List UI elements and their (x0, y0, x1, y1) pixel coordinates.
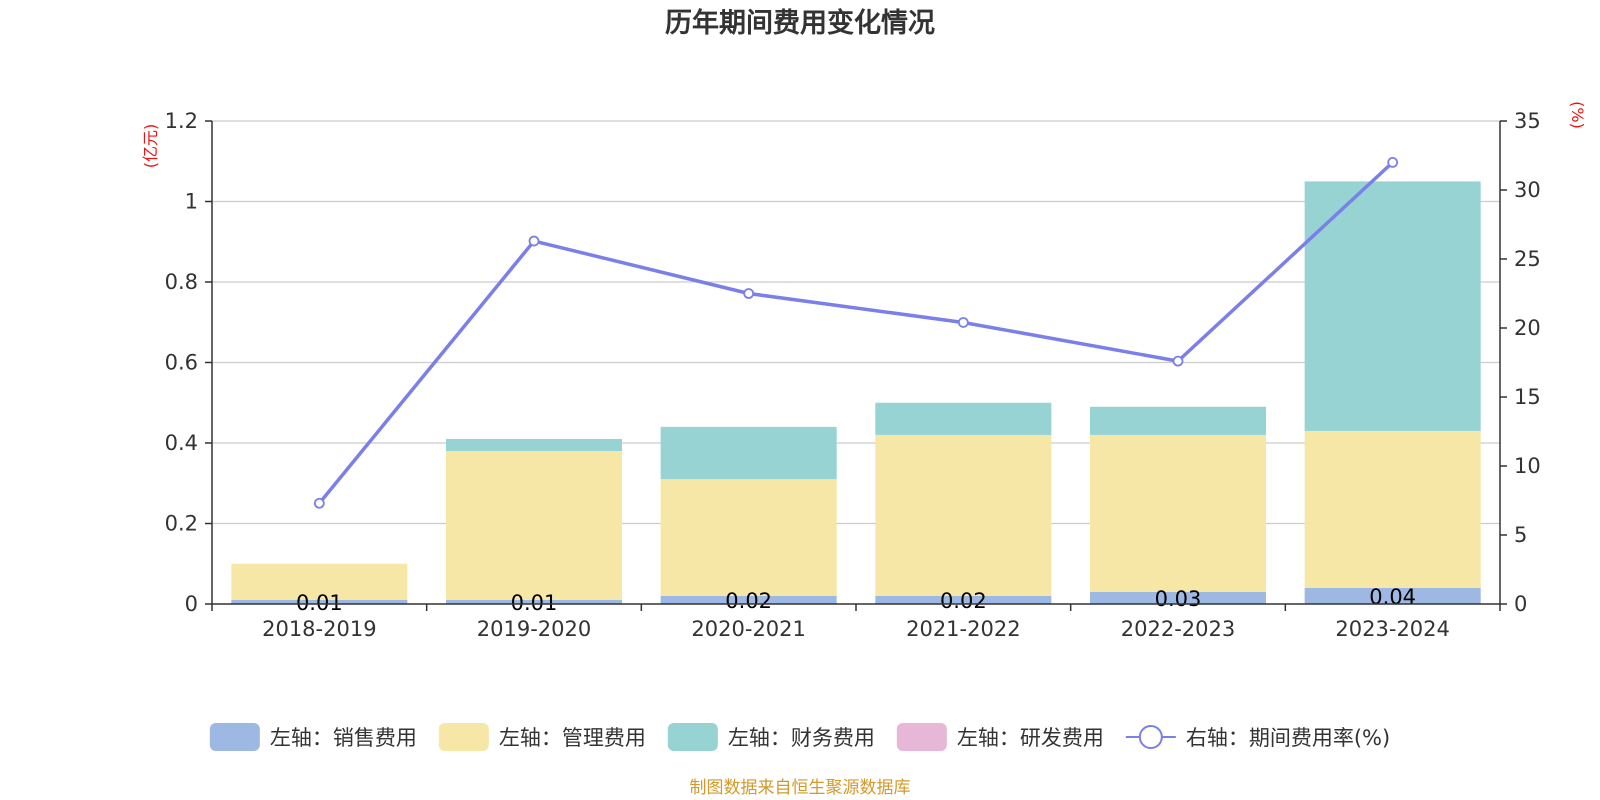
left-tick-label-3: 0.6 (165, 351, 198, 375)
x-tick-label-3: 2021-2022 (906, 617, 1020, 641)
rate-point-1 (528, 235, 540, 247)
legend-marker-swatch (1138, 725, 1163, 749)
legend-label-0: 左轴：销售费用 (270, 726, 417, 750)
bar-data-label-2: 0.02 (725, 589, 772, 613)
bar-s1-0 (231, 563, 408, 600)
x-tick-label-1: 2019-2020 (477, 617, 591, 641)
left-tick-label-4: 0.8 (165, 270, 198, 294)
legend-label-2: 左轴：财务费用 (728, 726, 875, 750)
rate-point-0 (313, 497, 325, 509)
left-tick-label-2: 0.4 (165, 431, 198, 455)
right-tick-label-3: 15 (1514, 385, 1541, 409)
bar-s0-0 (231, 599, 408, 604)
right-tick-label-5: 25 (1514, 247, 1541, 271)
legend-item-0[interactable]: 左轴：销售费用 (209, 723, 417, 751)
legend-item-3[interactable]: 左轴：研发费用 (896, 723, 1104, 751)
right-tick-label-6: 30 (1514, 178, 1541, 202)
bar-s0-1 (445, 599, 623, 604)
rate-point-4 (1172, 355, 1184, 367)
legend-swatch-1 (438, 723, 489, 751)
bar-s1-1 (445, 451, 623, 600)
data-source-note: 制图数据来自恒生聚源数据库 (690, 778, 911, 798)
rate-line (317, 161, 1394, 505)
bar-s2-2 (660, 426, 837, 480)
left-tick-label-6: 1.2 (165, 109, 198, 133)
rate-point-3 (957, 317, 969, 328)
rate-line-series (313, 156, 1399, 509)
legend-swatch-3 (896, 723, 947, 751)
bar-s1-5 (1304, 430, 1481, 588)
legend-swatch-2 (667, 723, 718, 751)
right-tick-label-1: 5 (1514, 523, 1527, 547)
bar-data-label-3: 0.02 (940, 589, 987, 613)
right-axis-unit-label: (%) (1568, 101, 1587, 129)
bar-s0-5 (1304, 587, 1481, 604)
right-tick-label-4: 20 (1514, 316, 1541, 340)
x-tick-label-2: 2020-2021 (691, 617, 805, 641)
x-tick-label-4: 2022-2023 (1121, 617, 1235, 641)
bar-data-label-1: 0.01 (511, 591, 558, 615)
bar-s0-2 (660, 595, 837, 604)
legend-label-1: 左轴：管理费用 (499, 726, 646, 750)
bar-s2-3 (875, 402, 1052, 435)
bar-s2-1 (445, 438, 623, 452)
legend-swatch-0 (209, 723, 260, 751)
legend-item-1[interactable]: 左轴：管理费用 (438, 723, 646, 751)
legend-label-4: 右轴：期间费用率(%) (1186, 726, 1390, 750)
bar-s2-5 (1304, 181, 1481, 431)
rate-point-2 (743, 288, 755, 299)
bar-s1-4 (1089, 434, 1267, 592)
right-tick-label-0: 0 (1514, 592, 1527, 616)
bar-data-label-0: 0.01 (296, 591, 343, 615)
x-tick-label-0: 2018-2019 (262, 617, 376, 641)
legend: 左轴：销售费用 左轴：管理费用 左轴：财务费用 左轴：研发费用 右轴：期间费用率(%) (209, 723, 1390, 751)
bar-s0-3 (875, 595, 1052, 604)
axes: 0 0.2 0.4 0.6 0.8 1 1.2 0 5 10 15 20 25 30 35 2018-2019… (165, 109, 1541, 641)
right-tick-label-7: 35 (1514, 109, 1541, 133)
bars (231, 181, 1481, 604)
legend-label-3: 左轴：研发费用 (957, 726, 1104, 750)
legend-item-2[interactable]: 左轴：财务费用 (667, 723, 875, 751)
right-tick-label-2: 10 (1514, 454, 1541, 478)
left-axis-unit-label: (亿元) (141, 124, 160, 169)
rate-point-5 (1387, 156, 1399, 168)
left-tick-label-5: 1 (185, 190, 198, 214)
bar-data-labels: 0.01 0.01 0.02 0.02 0.03 0.04 (296, 585, 1416, 615)
bar-data-label-5: 0.04 (1369, 585, 1416, 609)
bar-s0-4 (1089, 591, 1267, 604)
legend-item-4[interactable]: 右轴：期间费用率(%) (1125, 725, 1390, 750)
bar-s1-3 (875, 434, 1052, 596)
bar-s2-4 (1089, 406, 1267, 435)
left-tick-label-1: 0.2 (165, 512, 198, 536)
chart-title: 历年期间费用变化情况 (665, 7, 935, 39)
left-tick-label-0: 0 (185, 592, 198, 616)
bar-s1-2 (660, 479, 837, 596)
bar-data-label-4: 0.03 (1155, 587, 1202, 611)
grid-lines (212, 120, 1500, 525)
x-tick-label-5: 2023-2024 (1335, 617, 1449, 641)
